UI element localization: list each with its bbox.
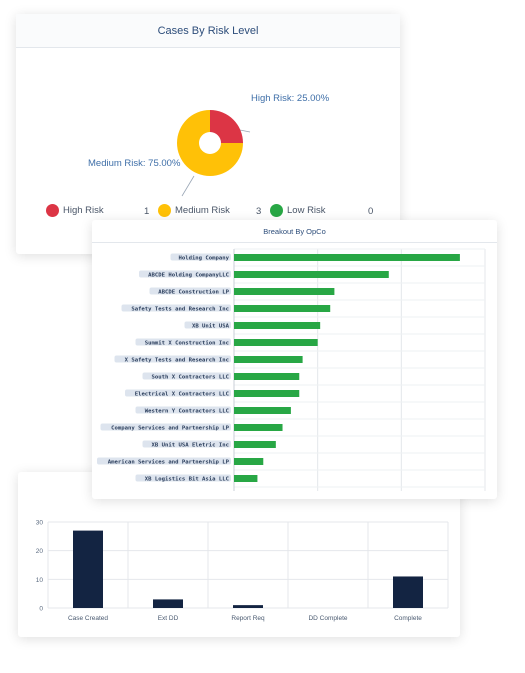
opco-label-background <box>135 474 231 482</box>
legend-label-low-risk: Low Risk <box>287 205 326 216</box>
opco-label-background <box>139 270 231 278</box>
risk-card-title: Cases By Risk Level <box>157 24 259 37</box>
status-x-tick-label: Ext DD <box>158 615 179 622</box>
status-x-tick-label: DD Complete <box>308 615 347 622</box>
status-bar-case-created <box>73 530 103 608</box>
opco-category-label: Company Services and Partnership LP <box>111 426 230 432</box>
opco-label-background <box>135 338 231 346</box>
case-status-bar-chart: 0 10 20 30 Case Created Ext DD Report Req DD Co… <box>36 520 449 622</box>
donut-slice-medium-risk <box>177 110 243 176</box>
opco-bar-chart: Holding Company ABCDE Holding CompanyLLC A… <box>97 248 486 491</box>
opco-category-label: XB Unit USA Eletric Inc <box>152 443 229 449</box>
status-bar-ext-dd <box>153 599 183 608</box>
high-risk-leader-line <box>239 129 251 133</box>
opco-category-label: Safety Tests and Research Inc <box>131 307 229 313</box>
opco-label-background <box>135 406 231 414</box>
medium-risk-donut-label: Medium Risk: 75.00% <box>88 158 181 169</box>
case-status-card: 0 10 20 30 Case Created Ext DD Report Req DD Co… <box>18 472 460 637</box>
status-y-tick-label: 0 <box>39 606 43 613</box>
legend-item-high-risk[interactable]: High Risk <box>46 204 104 217</box>
risk-level-card: Cases By Risk Level High Risk: 25.00% Me… <box>16 14 400 254</box>
legend-item-medium-risk[interactable]: Medium Risk <box>158 204 230 217</box>
opco-bar-abcde-holding-companyllc <box>234 271 389 278</box>
opco-category-label: XB Logistics Bit Asia LLC <box>145 477 229 483</box>
opco-label-background <box>142 372 231 380</box>
opco-category-label: American Services and Partnership LP <box>108 460 230 466</box>
opco-bar-safety-tests-and-research-inc <box>234 305 331 312</box>
opco-bar-holding-company <box>234 254 460 261</box>
opco-label-background <box>149 287 231 295</box>
opco-category-label: Summit X Construction Inc <box>145 341 229 347</box>
donut-slice-high-risk <box>210 110 243 143</box>
medium-risk-leader-line <box>181 175 195 197</box>
opco-bar-south-x-contractors-llc <box>234 373 300 380</box>
risk-donut-chart <box>177 110 251 197</box>
status-x-tick-label: Report Req <box>231 615 265 622</box>
opco-label-background <box>142 440 231 448</box>
opco-label-background <box>125 389 231 397</box>
legend-label-medium-risk: Medium Risk <box>175 205 230 216</box>
legend-label-high-risk: High Risk <box>63 205 104 216</box>
risk-card-header: Cases By Risk Level <box>16 14 400 48</box>
opco-category-label: ABCDE Construction LP <box>158 290 229 296</box>
status-y-tick-label: 20 <box>36 548 44 555</box>
opco-bar-xb-logistics-bit-asia-llc <box>234 475 258 482</box>
opco-bar-x-safety-tests-and-research-inc <box>234 356 303 363</box>
legend-count-high-risk: 1 <box>144 206 150 217</box>
status-y-tick-label: 10 <box>36 577 44 584</box>
low-risk-dot-icon <box>270 204 283 217</box>
opco-breakout-card: Breakout By OpCo Holding Company ABCDE Ho… <box>92 220 497 499</box>
opco-label-background <box>97 457 231 465</box>
opco-category-label: Holding Company <box>178 256 229 262</box>
opco-bar-american-services-and-partnership-lp <box>234 458 264 465</box>
opco-bar-company-services-and-partnership-lp <box>234 424 283 431</box>
risk-legend: High Risk 1 Medium Risk 3 Low Risk 0 <box>16 204 400 220</box>
status-bar-report-req <box>233 605 263 608</box>
status-x-tick-label: Case Created <box>68 615 108 622</box>
opco-category-label: ABCDE Holding CompanyLLC <box>148 273 229 279</box>
opco-label-background <box>121 304 231 312</box>
opco-bar-abcde-construction-lp <box>234 288 335 295</box>
legend-count-low-risk: 0 <box>368 206 374 217</box>
opco-bar-western-y-contractors-llc <box>234 407 291 414</box>
status-x-tick-label: Complete <box>394 615 422 622</box>
status-y-tick-label: 30 <box>36 520 44 527</box>
legend-item-low-risk[interactable]: Low Risk <box>270 204 326 217</box>
opco-label-background <box>114 355 231 363</box>
opco-category-label: X Safety Tests and Research Inc <box>125 358 229 364</box>
opco-bar-summit-x-construction-inc <box>234 339 318 346</box>
medium-risk-dot-icon <box>158 204 171 217</box>
opco-card-title: Breakout By OpCo <box>263 226 326 236</box>
status-bar-complete <box>393 576 423 608</box>
high-risk-donut-label: High Risk: 25.00% <box>251 93 330 104</box>
opco-category-label: South X Contractors LLC <box>152 375 229 381</box>
opco-label-background <box>184 321 231 329</box>
opco-category-label: Western Y Contractors LLC <box>145 409 229 415</box>
opco-card-header: Breakout By OpCo <box>92 220 497 243</box>
opco-bar-xb-unit-usa <box>234 322 321 329</box>
opco-bar-electrical-x-contractors-llc <box>234 390 300 397</box>
opco-bar-xb-unit-usa-eletric-inc <box>234 441 276 448</box>
opco-category-label: XB Unit USA <box>192 324 230 330</box>
high-risk-dot-icon <box>46 204 59 217</box>
opco-label-background <box>170 253 231 261</box>
opco-label-background <box>100 423 231 431</box>
legend-count-medium-risk: 3 <box>256 206 262 217</box>
opco-category-label: Electrical X Contractors LLC <box>135 392 229 398</box>
